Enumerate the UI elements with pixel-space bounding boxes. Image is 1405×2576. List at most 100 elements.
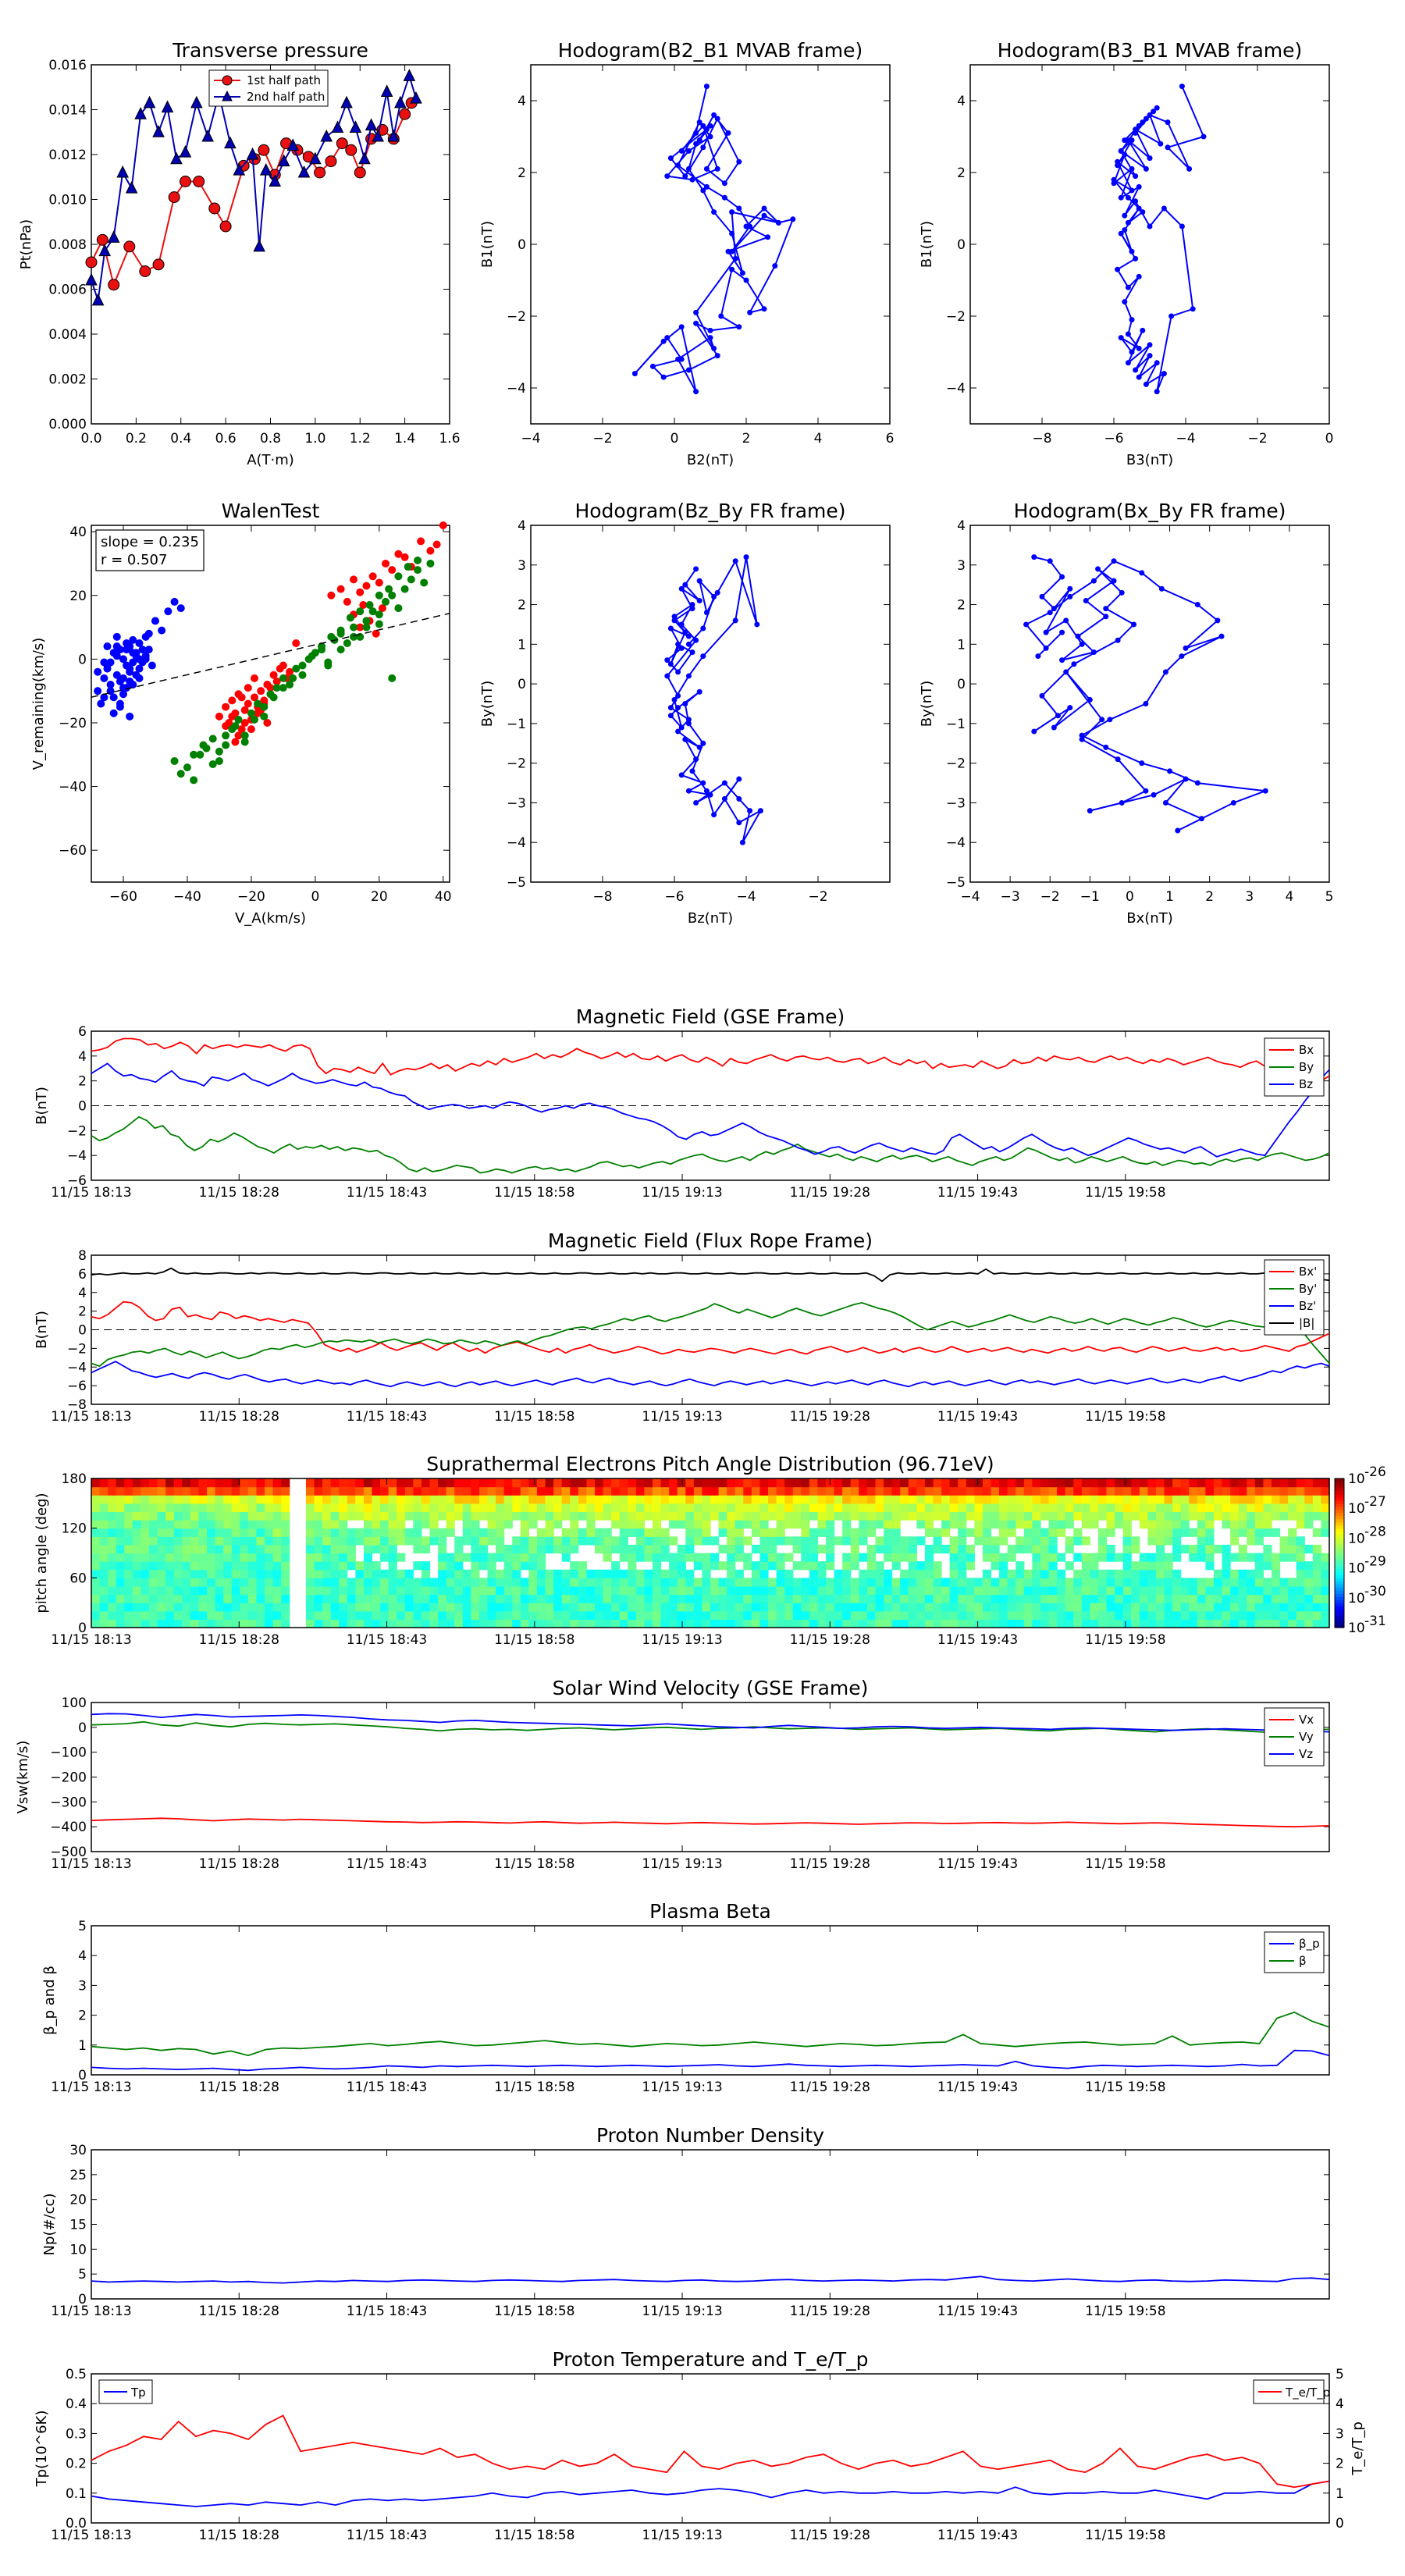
heatmap-cell xyxy=(99,1544,108,1554)
heatmap-cell xyxy=(1247,1511,1256,1521)
data-point-second-half xyxy=(259,163,272,176)
heatmap-cell xyxy=(272,1578,282,1587)
heatmap-cell xyxy=(1263,1503,1272,1513)
heatmap-cell xyxy=(108,1603,117,1612)
heatmap-cell xyxy=(1097,1569,1108,1578)
scatter-point-green xyxy=(407,575,415,584)
x-tick-label: 11/15 19:43 xyxy=(937,1856,1018,1872)
heatmap-cell xyxy=(198,1619,208,1628)
heatmap-cell xyxy=(834,1569,843,1578)
heatmap-cell xyxy=(710,1561,720,1571)
heatmap-cell xyxy=(487,1528,496,1537)
heatmap-cell xyxy=(330,1561,340,1571)
heatmap-cell xyxy=(496,1536,505,1546)
data-point-first-half xyxy=(179,176,191,187)
heatmap-cell xyxy=(240,1503,249,1513)
heatmap-cell xyxy=(404,1603,414,1612)
hodogram-point xyxy=(1067,585,1073,592)
heatmap-cell xyxy=(891,1594,901,1603)
scatter-point-red xyxy=(439,521,447,529)
heatmap-cell xyxy=(759,1478,769,1488)
heatmap-cell xyxy=(866,1520,877,1529)
heatmap-cell xyxy=(496,1603,505,1612)
heatmap-cell xyxy=(801,1520,810,1529)
heatmap-cell xyxy=(421,1578,431,1587)
heatmap-cell xyxy=(553,1536,563,1546)
heatmap-cell xyxy=(982,1495,992,1504)
heatmap-cell xyxy=(413,1544,422,1554)
heatmap-cell xyxy=(751,1495,761,1504)
heatmap-cell xyxy=(1155,1511,1165,1521)
heatmap-cell xyxy=(256,1561,265,1571)
heatmap-cell xyxy=(347,1553,356,1562)
heatmap-cell xyxy=(471,1503,480,1513)
heatmap-cell xyxy=(743,1478,752,1488)
hodogram-point xyxy=(721,795,727,802)
hodogram-point xyxy=(685,641,692,647)
heatmap-cell xyxy=(693,1486,703,1496)
hodogram-point xyxy=(1115,756,1121,763)
heatmap-cell xyxy=(628,1503,637,1513)
heatmap-cell xyxy=(751,1478,761,1488)
heatmap-cell xyxy=(1164,1569,1173,1578)
heatmap-cell xyxy=(1238,1544,1247,1554)
heatmap-cell xyxy=(908,1585,917,1596)
heatmap-cell xyxy=(611,1578,621,1587)
y-tick-label: −4 xyxy=(946,835,966,851)
data-point-second-half xyxy=(179,145,192,158)
heatmap-cell xyxy=(1271,1486,1281,1496)
heatmap-cell xyxy=(397,1478,406,1488)
heatmap-cell xyxy=(908,1511,917,1521)
heatmap-cell xyxy=(1115,1486,1124,1496)
heatmap-cell xyxy=(1254,1594,1264,1603)
scatter-point-red xyxy=(237,693,246,702)
y-axis-label: B(nT) xyxy=(34,1311,50,1349)
heatmap-cell xyxy=(1139,1585,1148,1596)
heatmap-cell xyxy=(116,1536,125,1546)
heatmap-cell xyxy=(1321,1486,1330,1496)
hodogram-point xyxy=(689,649,695,655)
hodogram-point xyxy=(667,155,674,162)
heatmap-cell xyxy=(247,1486,258,1496)
heatmap-cell xyxy=(991,1585,1000,1596)
heatmap-cell xyxy=(528,1503,538,1513)
heatmap-cell xyxy=(281,1553,290,1562)
heatmap-cell xyxy=(751,1569,761,1578)
data-point-first-half xyxy=(208,202,221,215)
heatmap-cell xyxy=(305,1569,315,1578)
heatmap-cell xyxy=(207,1478,216,1488)
heatmap-cell xyxy=(108,1528,117,1537)
heatmap-cell xyxy=(372,1486,381,1496)
heatmap-cell xyxy=(776,1619,785,1628)
colorbar-segment xyxy=(1335,1496,1344,1501)
heatmap-cell xyxy=(140,1619,150,1628)
heatmap-cell xyxy=(1155,1495,1165,1504)
colorbar-segment xyxy=(1335,1587,1344,1591)
heatmap-cell xyxy=(314,1610,323,1620)
heatmap-cell xyxy=(528,1561,538,1571)
heatmap-cell xyxy=(908,1544,917,1554)
heatmap-cell xyxy=(578,1503,587,1513)
heatmap-cell xyxy=(1081,1585,1090,1596)
scatter-point-blue xyxy=(123,646,131,654)
heatmap-cell xyxy=(924,1585,934,1596)
heatmap-cell xyxy=(1213,1495,1223,1504)
heatmap-cell xyxy=(635,1594,646,1603)
heatmap-cell xyxy=(272,1585,282,1596)
heatmap-cell xyxy=(429,1478,439,1488)
colorbar-segment xyxy=(1335,1612,1344,1616)
heatmap-cell xyxy=(801,1511,810,1521)
heatmap-cell xyxy=(908,1619,917,1628)
heatmap-cell xyxy=(438,1536,447,1546)
heatmap-cell xyxy=(272,1603,282,1612)
heatmap-cell xyxy=(842,1569,852,1578)
heatmap-cell xyxy=(372,1478,381,1488)
heatmap-cell xyxy=(594,1610,604,1620)
heatmap-cell xyxy=(91,1561,101,1571)
heatmap-cell xyxy=(628,1603,637,1612)
heatmap-cell xyxy=(974,1486,984,1496)
scatter-point-red xyxy=(432,540,441,549)
heatmap-cell xyxy=(949,1503,959,1513)
heatmap-cell xyxy=(685,1536,695,1546)
scatter-point-blue xyxy=(135,664,144,673)
